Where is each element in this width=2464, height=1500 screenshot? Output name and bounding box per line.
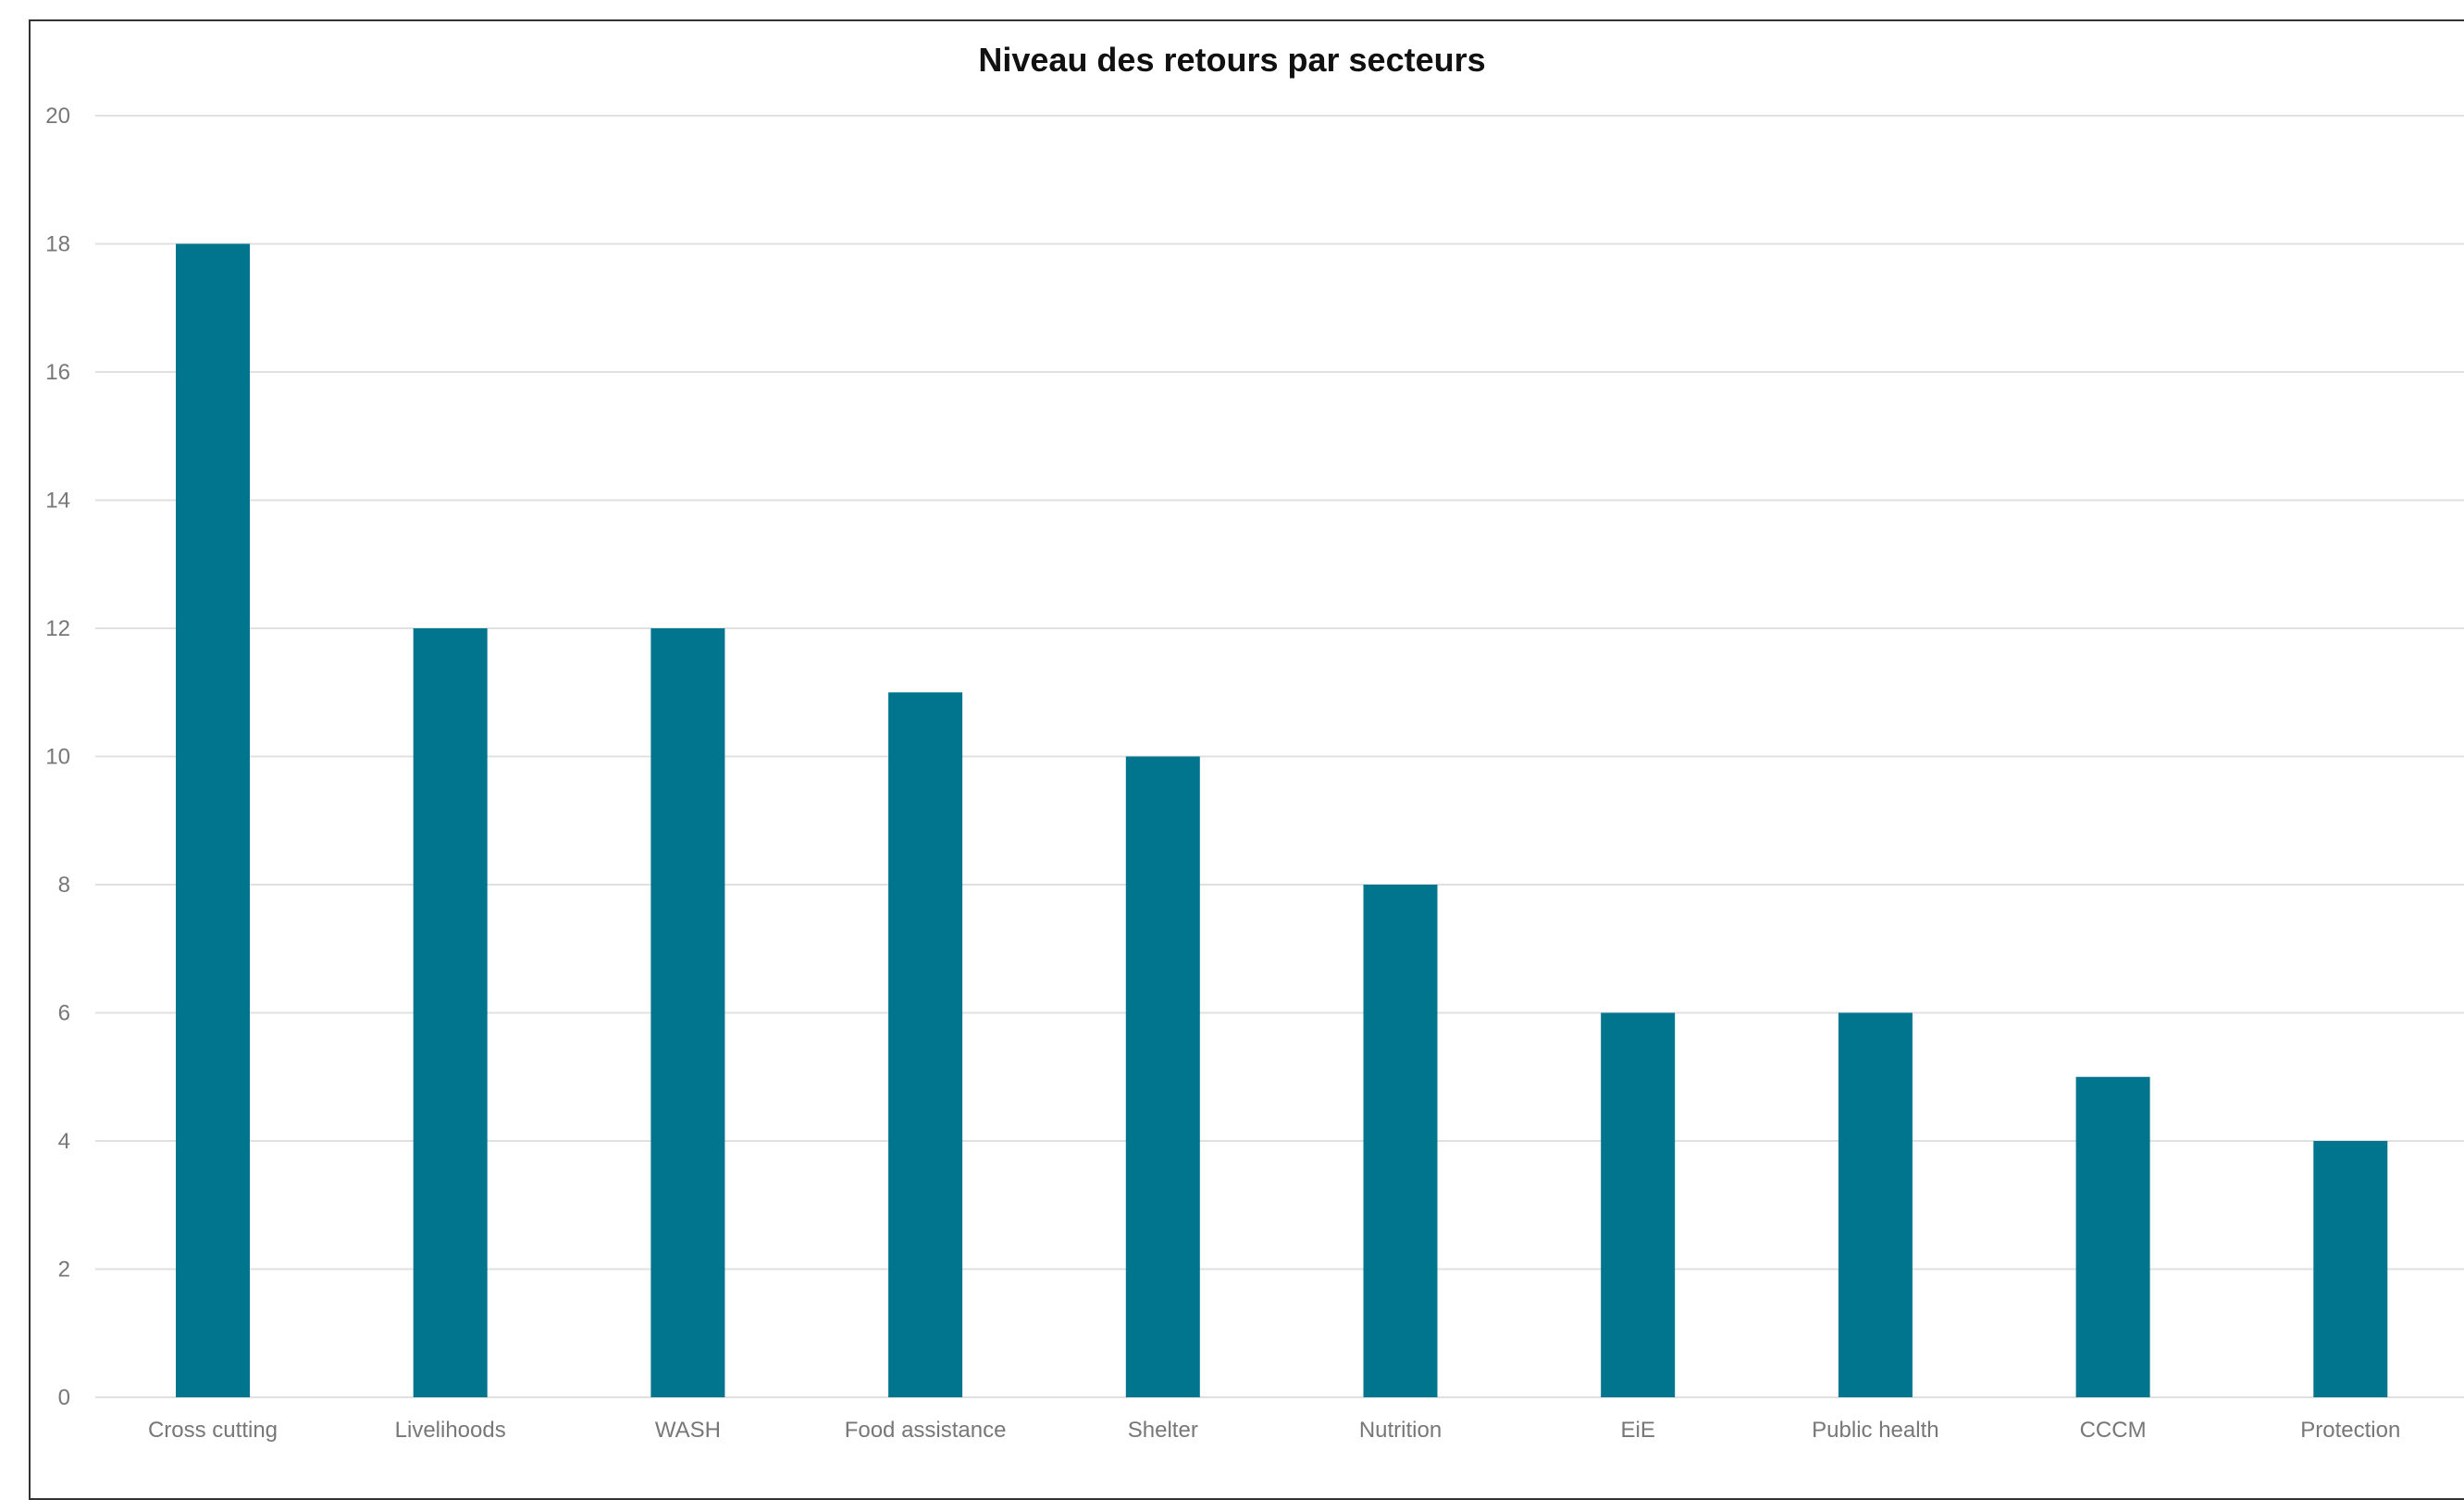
x-tick-label: Cross cutting [148,1418,278,1443]
x-tick-label: Shelter [1128,1418,1198,1443]
y-tick-label: 10 [45,745,70,770]
bar-chart: 0 2 4 6 8 10 12 14 16 18 20 Cross cutting Livelihoo… [45,104,2464,1443]
bar [2313,1141,2388,1397]
x-tick-label: WASH [655,1418,721,1443]
y-tick-label: 12 [45,616,70,641]
x-tick-label: Food assistance [845,1418,1007,1443]
bars [176,243,2388,1397]
y-tick-label: 16 [45,360,70,385]
gridlines [95,115,2464,1398]
x-tick-label: Protection [2300,1418,2400,1443]
bar [1363,885,1438,1397]
bar [1838,1012,1913,1397]
y-tick-label: 20 [45,104,70,129]
bar [176,243,250,1397]
bar [650,628,725,1397]
bar [888,692,963,1397]
y-tick-label: 6 [58,1001,70,1026]
x-tick-label: Nutrition [1359,1418,1442,1443]
x-tick-label: EiE [1621,1418,1655,1443]
bar [2075,1076,2150,1397]
y-tick-label: 0 [58,1385,70,1410]
y-tick-label: 4 [58,1129,70,1154]
x-tick-label: Public health [1812,1418,1938,1443]
y-tick-label: 18 [45,232,70,257]
bar [1601,1012,1676,1397]
y-axis-ticks: 0 2 4 6 8 10 12 14 16 18 20 [45,104,70,1410]
y-tick-label: 2 [58,1258,70,1283]
y-tick-label: 8 [58,873,70,898]
x-tick-label: CCCM [2080,1418,2147,1443]
x-tick-label: Livelihoods [395,1418,506,1443]
y-tick-label: 14 [45,489,70,514]
x-axis-ticks: Cross cutting Livelihoods WASH Food assista… [148,1418,2400,1443]
bar [413,628,488,1397]
bar [1125,756,1200,1397]
